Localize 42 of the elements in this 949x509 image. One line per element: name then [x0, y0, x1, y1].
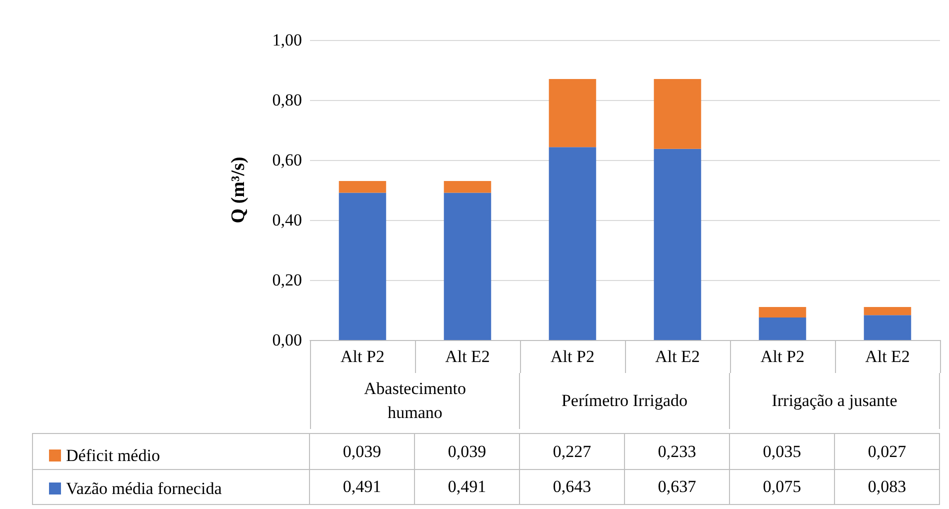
data-label: 0,491: [415, 469, 520, 505]
data-label: 0,075: [730, 469, 835, 505]
x-tick-label: Alt E2: [865, 347, 910, 366]
bar: [548, 79, 596, 148]
bar: [338, 181, 386, 193]
x-tick-label: Alt P2: [760, 347, 804, 366]
x-tick-label: Alt E2: [445, 347, 490, 366]
data-label: 0,083: [835, 469, 940, 505]
data-label: 0,039: [310, 433, 415, 469]
y-tick-label: 1,00: [272, 30, 302, 50]
data-label: 0,227: [520, 433, 625, 469]
data-label: 0,039: [415, 433, 520, 469]
text: Irrigação a jusante: [730, 373, 940, 429]
data-label: 0,233: [625, 433, 730, 469]
data-label: 0,035: [730, 433, 835, 469]
bar: [864, 307, 912, 316]
x-tick-label: Alt E2: [655, 347, 700, 366]
bar: [338, 192, 386, 340]
data-label: 0,491: [310, 469, 415, 505]
y-tick-label: 0,40: [272, 210, 302, 230]
y-tick-label: 0,00: [272, 330, 302, 350]
data-label: 0,027: [835, 433, 940, 469]
data-label: 0,643: [520, 469, 625, 505]
y-tick-label: 0,60: [272, 150, 302, 170]
bar: [444, 181, 492, 193]
y-tick-label: 0,80: [272, 90, 302, 110]
legend-label: Vazão média fornecida: [66, 479, 222, 498]
bar: [758, 307, 806, 318]
bar: [548, 147, 596, 340]
y-axis-title: Q (m³/s): [228, 156, 249, 224]
text: Perímetro Irrigado: [520, 373, 730, 429]
x-tick-label: Alt P2: [550, 347, 594, 366]
y-tick-label: 0,20: [272, 270, 302, 290]
data-label: 0,637: [625, 469, 730, 505]
text: Abastecimento humano: [310, 373, 520, 429]
bar: [654, 148, 702, 340]
legend-label: Déficit médio: [66, 446, 160, 465]
bar: [654, 79, 702, 149]
x-tick-label: Alt P2: [340, 347, 384, 366]
bar: [444, 192, 492, 340]
bar: [758, 318, 806, 340]
bar: [864, 315, 912, 340]
